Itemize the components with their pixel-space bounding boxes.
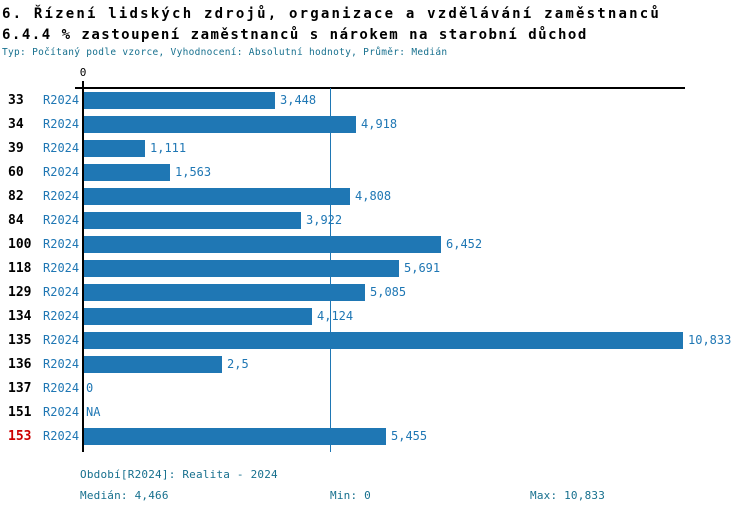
period-label: R2024 — [43, 93, 80, 107]
x-axis-line — [75, 87, 685, 89]
org-label: 153 — [8, 429, 32, 444]
value-label: 0 — [86, 381, 94, 395]
value-bar — [84, 260, 399, 277]
footer-max: Max: 10,833 — [530, 489, 606, 502]
value-bar — [84, 92, 275, 109]
value-bar — [84, 236, 441, 253]
value-label: 4,808 — [355, 189, 392, 203]
org-label: 39 — [8, 141, 24, 156]
org-label: 118 — [8, 261, 32, 276]
value-label: 1,563 — [175, 165, 212, 179]
period-label: R2024 — [43, 429, 80, 443]
period-label: R2024 — [43, 309, 80, 323]
value-bar — [84, 188, 350, 205]
org-label: 135 — [8, 333, 32, 348]
value-label: 5,085 — [370, 285, 407, 299]
value-label: 5,691 — [404, 261, 441, 275]
value-bar — [84, 116, 356, 133]
page-subtitle: 6.4.4 % zastoupení zaměstnanců s nárokem… — [2, 27, 588, 43]
footer-period: Období[R2024]: Realita - 2024 — [80, 468, 278, 481]
value-label: 5,455 — [391, 429, 428, 443]
period-label: R2024 — [43, 165, 80, 179]
value-label: 3,448 — [280, 93, 317, 107]
value-bar — [84, 164, 170, 181]
org-label: 151 — [8, 405, 32, 420]
footer-median: Medián: 4,466 — [80, 489, 169, 502]
period-label: R2024 — [43, 333, 80, 347]
footer-min: Min: 0 — [330, 489, 371, 502]
value-label: 3,922 — [306, 213, 343, 227]
value-label: 10,833 — [688, 333, 732, 347]
period-label: R2024 — [43, 141, 80, 155]
org-label: 82 — [8, 189, 24, 204]
value-bar — [84, 140, 145, 157]
org-label: 34 — [8, 117, 24, 132]
value-bar — [84, 428, 386, 445]
period-label: R2024 — [43, 405, 80, 419]
org-label: 100 — [8, 237, 32, 252]
period-label: R2024 — [43, 189, 80, 203]
page-title: 6. Řízení lidských zdrojů, organizace a … — [2, 6, 661, 22]
org-label: 129 — [8, 285, 32, 300]
period-label: R2024 — [43, 285, 80, 299]
chart-meta: Typ: Počítaný podle vzorce, Vyhodnocení:… — [2, 47, 448, 58]
period-label: R2024 — [43, 261, 80, 275]
org-label: 33 — [8, 93, 24, 108]
x-axis-zero-label: 0 — [79, 66, 87, 79]
value-label: 6,452 — [446, 237, 483, 251]
org-label: 60 — [8, 165, 24, 180]
org-label: 136 — [8, 357, 32, 372]
y-axis-line — [82, 87, 84, 452]
org-label: 137 — [8, 381, 32, 396]
org-label: 134 — [8, 309, 32, 324]
period-label: R2024 — [43, 357, 80, 371]
org-label: 84 — [8, 213, 24, 228]
value-label: NA — [86, 405, 101, 419]
value-bar — [84, 356, 222, 373]
value-bar — [84, 284, 365, 301]
period-label: R2024 — [43, 213, 80, 227]
period-label: R2024 — [43, 117, 80, 131]
value-bar — [84, 332, 683, 349]
period-label: R2024 — [43, 237, 80, 251]
value-bar — [84, 212, 301, 229]
value-label: 4,124 — [317, 309, 354, 323]
value-label: 1,111 — [150, 141, 187, 155]
value-bar — [84, 308, 312, 325]
value-label: 4,918 — [361, 117, 398, 131]
period-label: R2024 — [43, 381, 80, 395]
value-label: 2,5 — [227, 357, 249, 371]
